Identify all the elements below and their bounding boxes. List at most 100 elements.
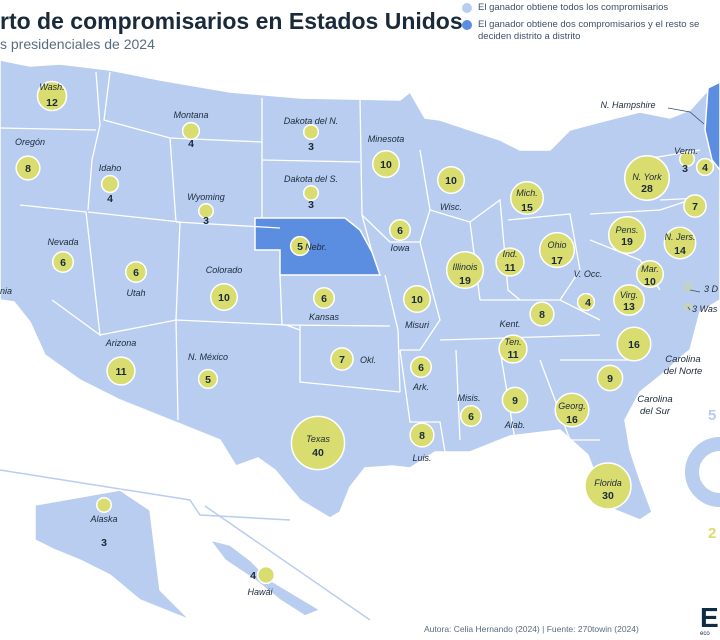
bubble-dc [684, 303, 692, 311]
state-votes-ndakota: 3 [308, 141, 314, 153]
state-name-iowa: Iowa [390, 243, 409, 253]
state-name-colorado: Colorado [206, 265, 243, 275]
state-name-wvirginia: V. Occ. [574, 269, 603, 279]
state-votes-utah: 6 [133, 267, 139, 279]
state-name-scarolina: Carolina del Sur [637, 394, 672, 417]
state-votes-alaska: 3 [101, 537, 107, 549]
bubble-vermont [678, 150, 696, 168]
state-labels: Wash. 12 Oregón 8 nia Nevada 6 Idaho 4 Montana 4 Wy… [0, 82, 719, 597]
bubble-georgia [554, 392, 590, 428]
state-name-california: nia [0, 286, 12, 296]
state-name-minnesota: Minesota [368, 134, 405, 144]
state-votes-kentucky: 8 [539, 309, 545, 321]
brand-logo-sub: eco [700, 631, 710, 637]
bubble-newjersey [663, 226, 697, 260]
state-votes-louisiana: 8 [419, 430, 425, 442]
state-votes-ncarolina: 16 [628, 339, 640, 351]
state-votes-montana: 4 [188, 138, 194, 150]
state-name-texas: Texas [306, 434, 330, 444]
bubble-delaware [684, 283, 692, 291]
bubble-missouri [402, 284, 432, 314]
state-votes-kansas: 6 [321, 293, 327, 305]
bubble-mississippi [459, 404, 483, 428]
state-votes-arkansas: 6 [418, 362, 424, 374]
legend-label: El ganador obtiene dos compromisarios y … [478, 19, 700, 42]
state-name-kentucky: Kent. [499, 319, 520, 329]
state-votes-wvirginia: 4 [585, 297, 591, 309]
bubble-maryland [635, 259, 665, 289]
state-name-nhampshire: N. Hampshire [600, 100, 655, 110]
state-votes-nevada: 6 [60, 257, 66, 269]
state-name-utah: Utah [126, 288, 145, 298]
state-votes-arizona: 11 [115, 366, 126, 378]
state-votes-ne7: 7 [692, 201, 698, 213]
state-name-missouri: Misuri [405, 320, 430, 330]
legend-label: El ganador obtiene todos los compromisar… [478, 2, 669, 13]
state-name-arizona: Arizona [105, 338, 137, 348]
bubble-idaho [100, 174, 120, 194]
bubble-arkansas [409, 355, 433, 379]
state-name-hawaii: Hawái [247, 587, 273, 597]
bubble-florida [584, 462, 632, 510]
bubble-scarolina [596, 364, 624, 392]
electoral-bubbles [15, 80, 715, 585]
state-votes-indiana: 11 [504, 262, 515, 274]
state-name-alabama: Alab. [504, 420, 526, 430]
bubble-oregon [15, 155, 41, 181]
legend-swatch [462, 20, 472, 30]
state-votes-sdakota: 3 [308, 199, 314, 211]
state-name-kansas: Kansas [309, 312, 340, 322]
bubble-tennessee [498, 334, 528, 364]
state-votes-oklahoma: 7 [339, 354, 345, 366]
state-votes-iowa: 6 [397, 225, 403, 237]
bubble-wvirginia [576, 292, 596, 312]
state-votes-pennsylvania: 19 [621, 236, 633, 248]
state-name-oklahoma: Okl. [360, 355, 376, 365]
bubble-hawaii [256, 565, 276, 585]
state-votes-vermont: 3 [682, 163, 688, 175]
state-name-indiana: Ind. [502, 249, 517, 259]
bubble-newyork [624, 155, 670, 201]
state-name-ncarolina: Carolina del Norte [664, 354, 703, 377]
bubble-nmexico [197, 368, 219, 390]
state-name-nmexico: N. México [188, 352, 228, 362]
state-name-idaho: Idaho [99, 163, 122, 173]
bubble-sdakota [302, 184, 320, 202]
page-title: rto de compromisarios en Estados Unidos [0, 8, 463, 34]
side-number-0: 5 [708, 407, 716, 424]
state-votes-nebraska: 5 [297, 241, 303, 253]
bubble-texas [290, 415, 346, 471]
state-votes-nmexico: 5 [205, 374, 211, 386]
state-name-montana: Montana [173, 110, 208, 120]
nebraska-shape [254, 217, 382, 276]
state-name-ohio: Ohio [547, 240, 566, 250]
page-subtitle: s presidenciales de 2024 [0, 36, 155, 52]
bubble-wash [36, 80, 68, 112]
legend: El ganador obtiene todos los compromisar… [462, 2, 717, 48]
state-name-florida: Florida [594, 478, 622, 488]
bubble-wyoming [197, 202, 215, 220]
state-name-sdakota: Dakota del S. [284, 174, 338, 184]
state-votes-michigan: 15 [521, 202, 533, 214]
state-votes-maryland: 10 [644, 276, 656, 288]
state-votes-tennessee: 11 [507, 349, 518, 361]
leader-line-dc [687, 306, 691, 311]
footer-credit: Autora: Celia Hernando (2024) | Fuente: … [424, 624, 639, 634]
bubble-illinois [445, 250, 485, 290]
state-name-maryland: Mar. [641, 264, 659, 274]
bubble-ncarolina [616, 326, 652, 362]
brand-logo: E [700, 602, 719, 633]
state-name-virginia: Virg. [620, 290, 638, 300]
state-votes-ohio: 17 [551, 255, 563, 267]
state-name-ndakota: Dakota del N. [284, 116, 339, 126]
bubble-ndakota [302, 123, 320, 141]
bubble-colorado [209, 282, 239, 312]
bubble-kansas [312, 286, 336, 310]
bubble-pennsylvania [607, 215, 647, 255]
state-votes-newyork: 28 [641, 183, 653, 195]
state-name-arkansas: Ark. [412, 382, 429, 392]
bubble-louisiana [409, 422, 435, 448]
legend-item-split: El ganador obtiene dos compromisarios y … [462, 19, 717, 43]
state-votes-georgia: 16 [566, 414, 578, 426]
